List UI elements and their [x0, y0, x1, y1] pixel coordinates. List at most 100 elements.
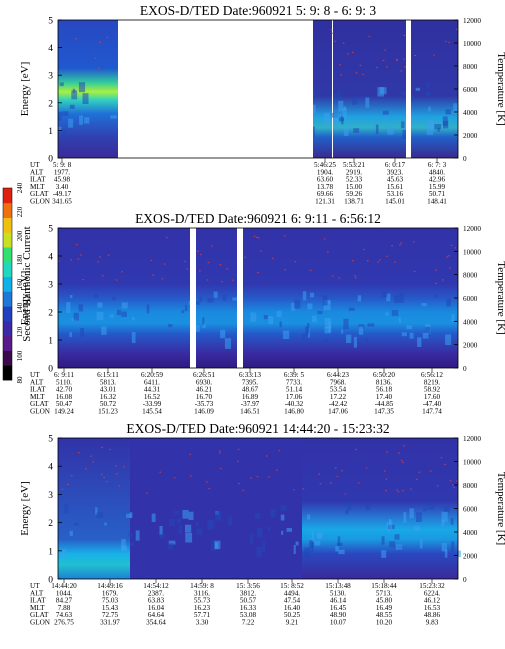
temperature-point	[456, 480, 458, 482]
spectrogram-texture	[202, 317, 205, 325]
spectrogram-texture	[128, 532, 133, 537]
orbit-value: 15.99	[429, 183, 446, 191]
colorbar-swatch	[3, 320, 12, 337]
orbit-value: 42.96	[429, 176, 446, 184]
spectrogram-texture	[338, 549, 345, 555]
spectrogram-texture	[168, 543, 174, 550]
temperature-point	[80, 254, 82, 256]
spectrogram-texture	[169, 519, 176, 527]
energy-tick-label: 5	[48, 17, 53, 27]
temperature-point	[226, 268, 229, 270]
spectrogram-texture	[426, 82, 430, 89]
spectrogram-texture	[307, 514, 311, 520]
spectrogram-texture	[159, 526, 163, 535]
temperature-point	[400, 70, 403, 72]
temperature-point	[384, 470, 386, 472]
spectrogram-texture	[293, 545, 296, 554]
spectrogram-texture	[294, 299, 301, 309]
temperature-point	[75, 244, 78, 246]
temperature-point	[377, 261, 380, 263]
spectrogram-texture	[427, 502, 434, 510]
spectrogram-texture	[96, 311, 104, 321]
temperature-point	[265, 455, 268, 457]
spectrogram-texture	[358, 324, 365, 329]
temperature-point	[413, 270, 416, 272]
temperature-point	[354, 277, 357, 279]
spectrogram-texture	[328, 300, 331, 305]
temperature-tick-label: 12000	[463, 435, 481, 443]
orbit-value: 48.55	[376, 611, 393, 619]
spectrogram-texture	[195, 325, 200, 332]
spectrogram-texture	[62, 130, 66, 139]
spectrogram-texture	[362, 95, 365, 101]
spectrogram-texture	[93, 293, 99, 298]
spectrogram-texture	[353, 336, 357, 348]
orbit-value: 1044.	[56, 589, 72, 597]
spectrogram-texture	[263, 315, 268, 320]
spectrogram-texture	[337, 536, 341, 546]
spectrogram-texture	[291, 302, 296, 311]
orbit-value: 16.52	[144, 393, 161, 401]
spectrogram-texture	[132, 317, 135, 321]
temperature-point	[357, 482, 360, 484]
spectrogram-texture	[121, 539, 126, 550]
orbit-value: 57.71	[194, 611, 211, 619]
spectrogram-texture	[110, 115, 117, 119]
temperature-point	[102, 275, 104, 277]
orbit-value: 53.54	[330, 386, 347, 394]
temperature-point	[338, 277, 340, 279]
temperature-point	[283, 235, 286, 237]
orbit-value: 43.01	[100, 386, 117, 394]
spectrogram-texture	[434, 293, 438, 299]
spectrogram-texture	[131, 332, 136, 344]
spectrogram-texture	[174, 510, 180, 515]
colorbar-swatch	[3, 261, 12, 277]
orbit-value: 6930.	[196, 378, 212, 386]
spectrogram-texture	[73, 522, 79, 526]
orbit-value: 47.54	[284, 597, 301, 605]
temperature-point	[272, 257, 274, 259]
spectrogram-texture	[181, 310, 185, 314]
temperature-point	[152, 274, 154, 276]
spectrogram-texture	[426, 124, 434, 135]
spectrogram-texture	[312, 315, 317, 323]
temperature-point	[436, 485, 439, 487]
spectrogram-texture	[325, 339, 329, 343]
orbit-value: 46.12	[424, 597, 441, 605]
orbit-value: 146.80	[284, 408, 304, 416]
temperature-point	[85, 468, 87, 470]
spectrogram-texture	[69, 295, 73, 299]
orbit-row-label: MLT	[30, 393, 45, 401]
spectrogram-texture	[196, 528, 203, 535]
temperature-point	[118, 485, 121, 487]
spectrogram-texture	[69, 332, 72, 338]
temperature-point	[365, 467, 368, 469]
spectrogram-texture	[387, 126, 394, 135]
orbit-value: 17.06	[286, 393, 303, 401]
spectrogram-texture	[422, 332, 429, 339]
temperature-point	[394, 261, 396, 263]
energy-tick-label: 2	[48, 309, 53, 319]
spectrogram-texture	[346, 334, 352, 344]
orbit-value: -42.42	[329, 400, 348, 408]
orbit-value: 5713.	[376, 589, 392, 597]
orbit-value: 69.66	[317, 190, 334, 198]
spectrogram-texture	[424, 326, 431, 337]
spectrogram-texture	[58, 111, 62, 121]
temperature-tick-label: 12000	[463, 17, 481, 25]
spectrogram-texture	[182, 510, 189, 519]
colorbar-tick-label: 140	[16, 302, 24, 313]
spectrogram-texture	[281, 530, 284, 535]
colorbar-tick-label: 120	[16, 326, 24, 337]
temperature-point	[433, 54, 435, 56]
temperature-point	[347, 53, 349, 55]
orbit-value: 16.53	[424, 604, 441, 612]
orbit-value: 145.54	[142, 408, 162, 416]
orbit-value: 341.65	[52, 198, 72, 206]
spectrogram-texture	[151, 513, 156, 522]
colorbar-swatch	[3, 188, 12, 204]
spectrogram-texture	[324, 317, 332, 329]
temperature-point	[376, 66, 378, 69]
spectrogram-texture	[116, 309, 122, 316]
